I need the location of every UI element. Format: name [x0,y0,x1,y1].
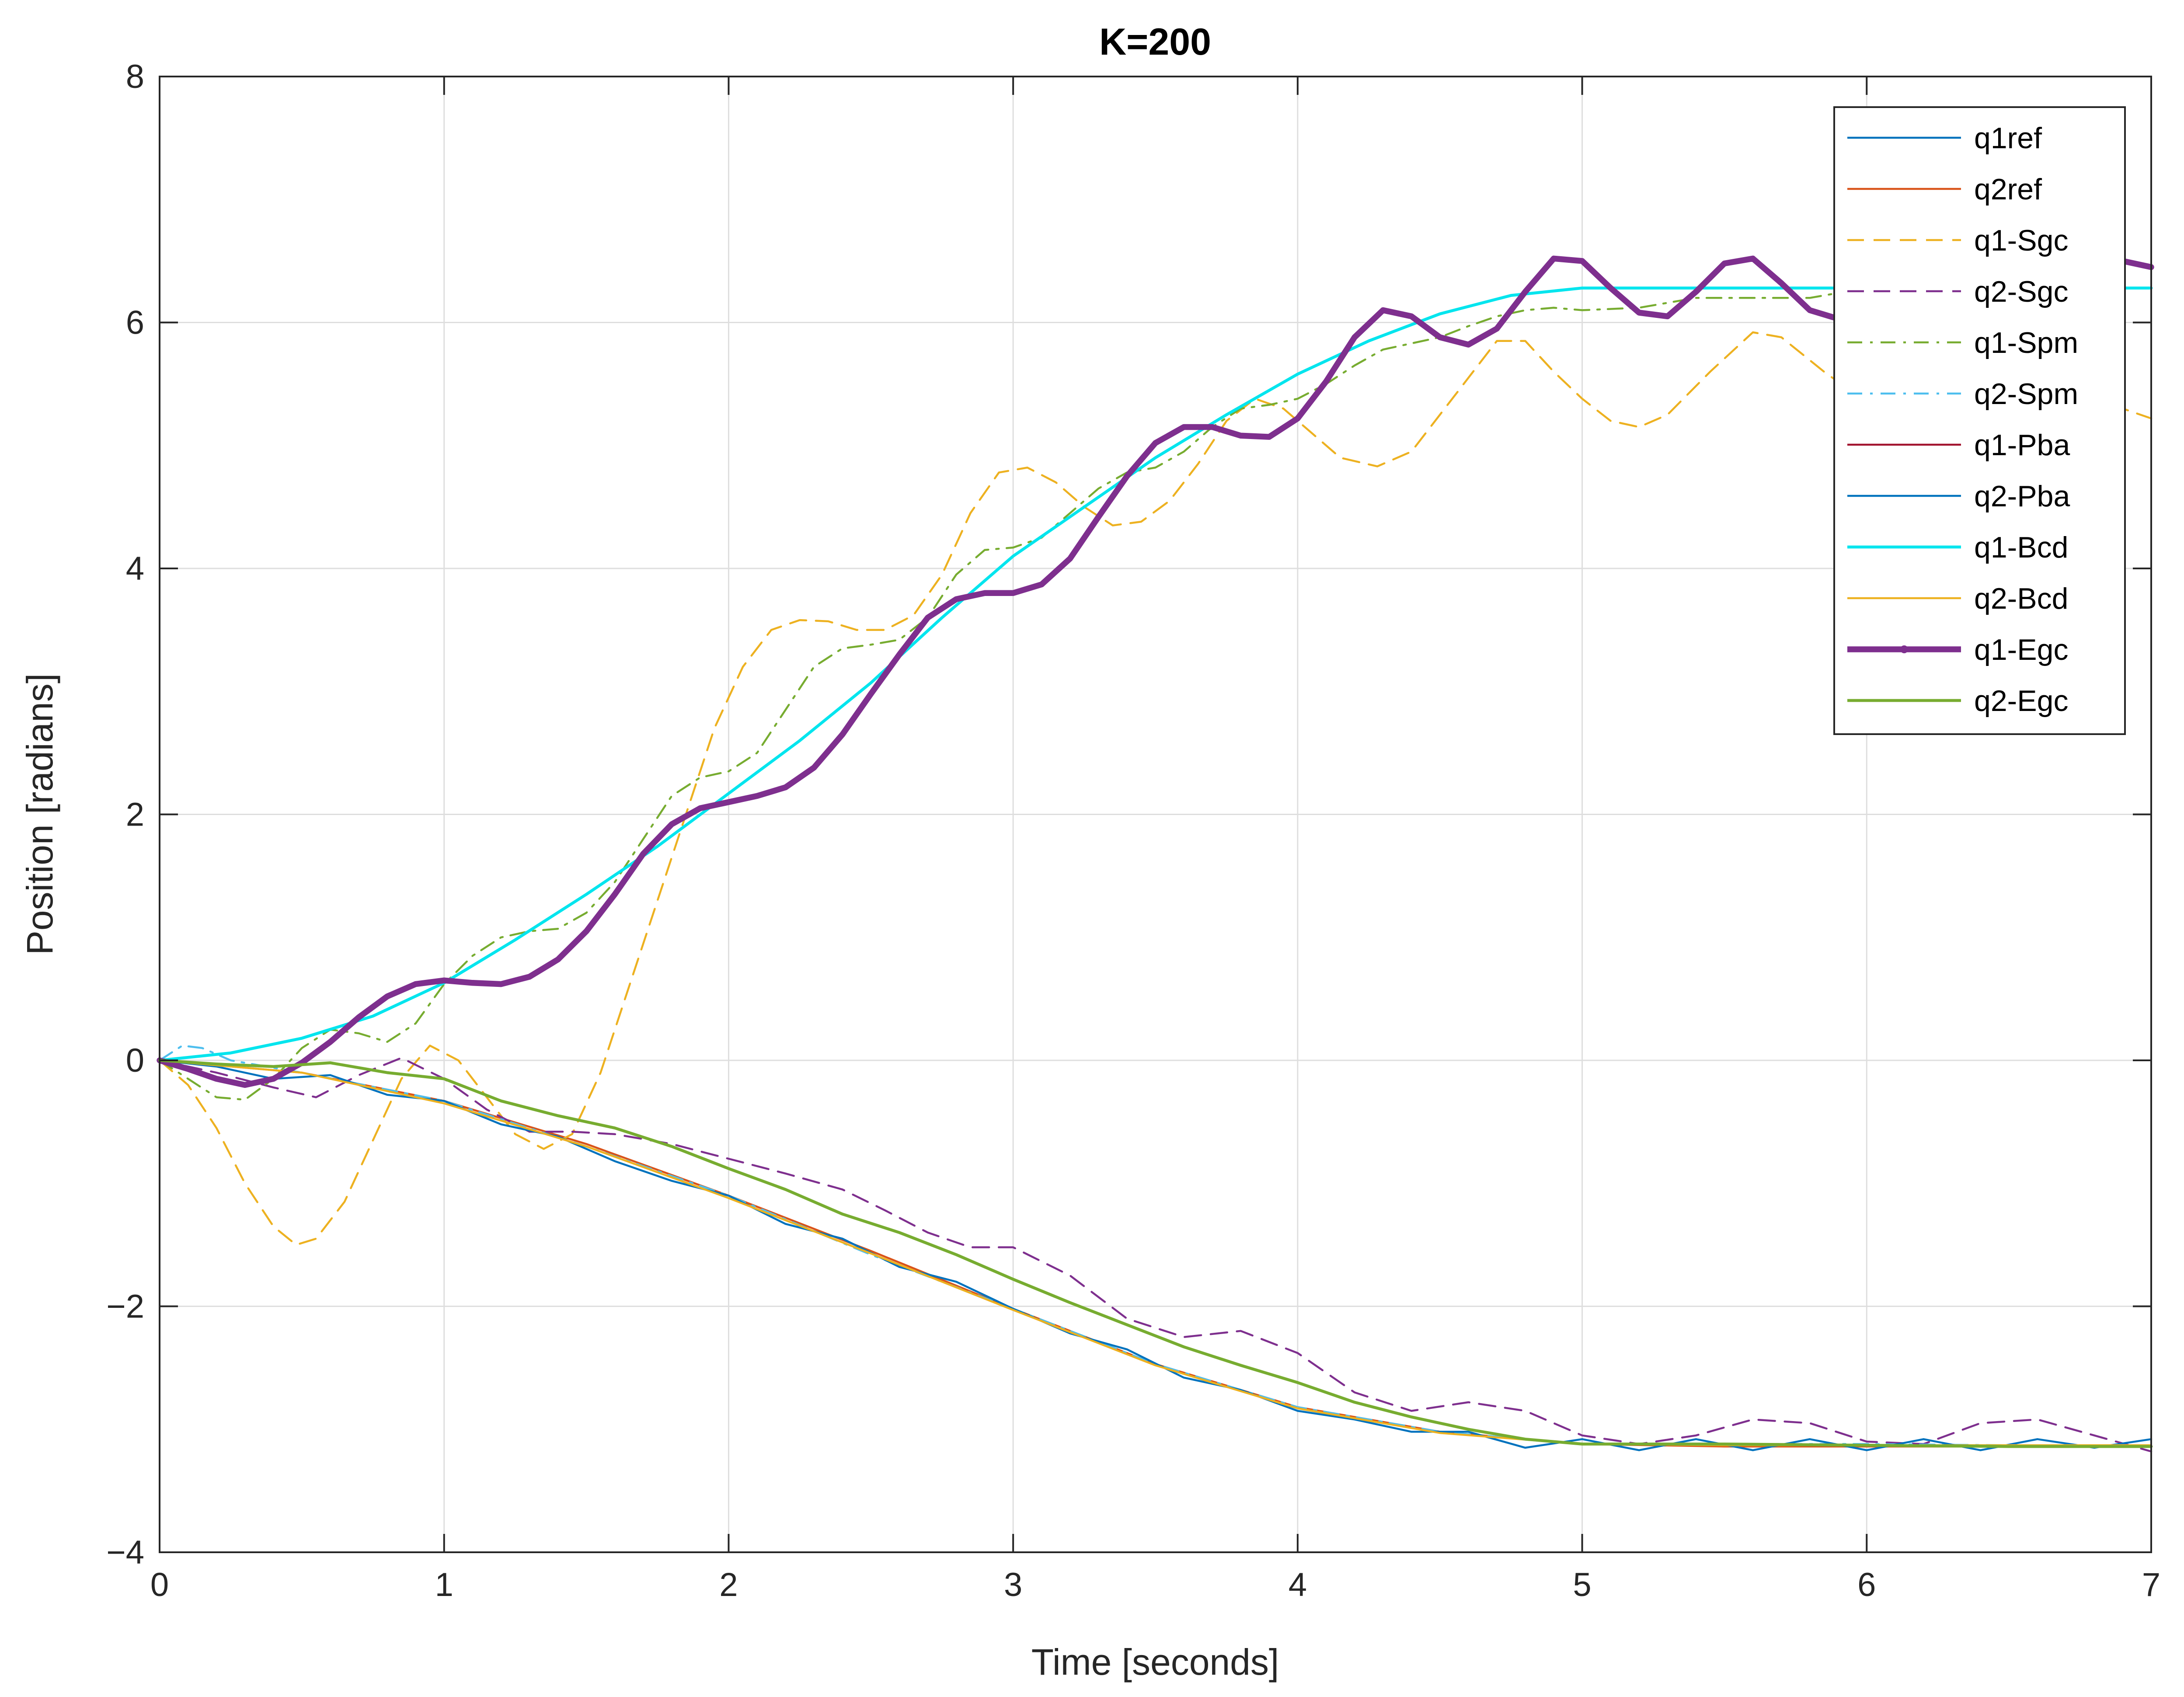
x-tick-label: 5 [1573,1566,1591,1603]
legend-label: q2ref [1974,173,2042,206]
y-tick-label: 8 [126,58,144,95]
legend-label: q2-Egc [1974,684,2068,718]
legend-label: q1ref [1974,122,2042,155]
legend: q1ref q2ref q1-Sgc q2-Sgc q1-Spm q2-Spm q1-Pba… [1833,106,2126,735]
legend-label: q1-Sgc [1974,224,2068,257]
x-tick-label: 3 [1004,1566,1022,1603]
series-line-q1-Egc [157,255,2154,1088]
y-tick-label: 4 [126,550,144,587]
y-tick-label: −4 [106,1534,144,1571]
y-axis-title: Position [radians] [19,673,60,955]
x-tick-label: 0 [150,1566,169,1603]
legend-label: q1-Bcd [1974,531,2068,564]
series-line-q2-Sgc [158,1057,2153,1453]
legend-label: q1-Spm [1974,326,2078,359]
x-tick-label: 1 [435,1566,453,1603]
legend-label: q2-Spm [1974,377,2078,411]
x-tick-label: 4 [1289,1566,1307,1603]
legend-marker-q1-Egc [1900,645,1908,653]
chart-title: K=200 [1099,21,1211,63]
legend-label: q1-Pba [1974,429,2070,462]
legend-box [1833,106,2126,735]
axis-ticks: 0 1 2 3 4 5 6 7 −4 −2 0 2 4 6 8 [106,58,2160,1603]
x-tick-label: 6 [1857,1566,1876,1603]
series-line-q2-Pba [158,1059,2153,1451]
series-line-q2-Egc [158,1059,2153,1448]
series-line-q1-Sgc [158,331,2153,1246]
y-tick-label: −2 [106,1288,144,1325]
legend-label: q2-Pba [1974,480,2070,513]
y-tick-label: 6 [126,304,144,341]
legend-label: q1-Egc [1974,633,2068,666]
y-tick-label: 0 [126,1042,144,1079]
data-series [157,255,2154,1453]
y-tick-label: 2 [126,796,144,833]
legend-label: q2-Bcd [1974,582,2068,615]
x-axis-title: Time [seconds] [1031,1641,1279,1683]
legend-label: q2-Sgc [1974,275,2068,308]
x-tick-label: 7 [2142,1566,2160,1603]
x-tick-label: 2 [719,1566,738,1603]
